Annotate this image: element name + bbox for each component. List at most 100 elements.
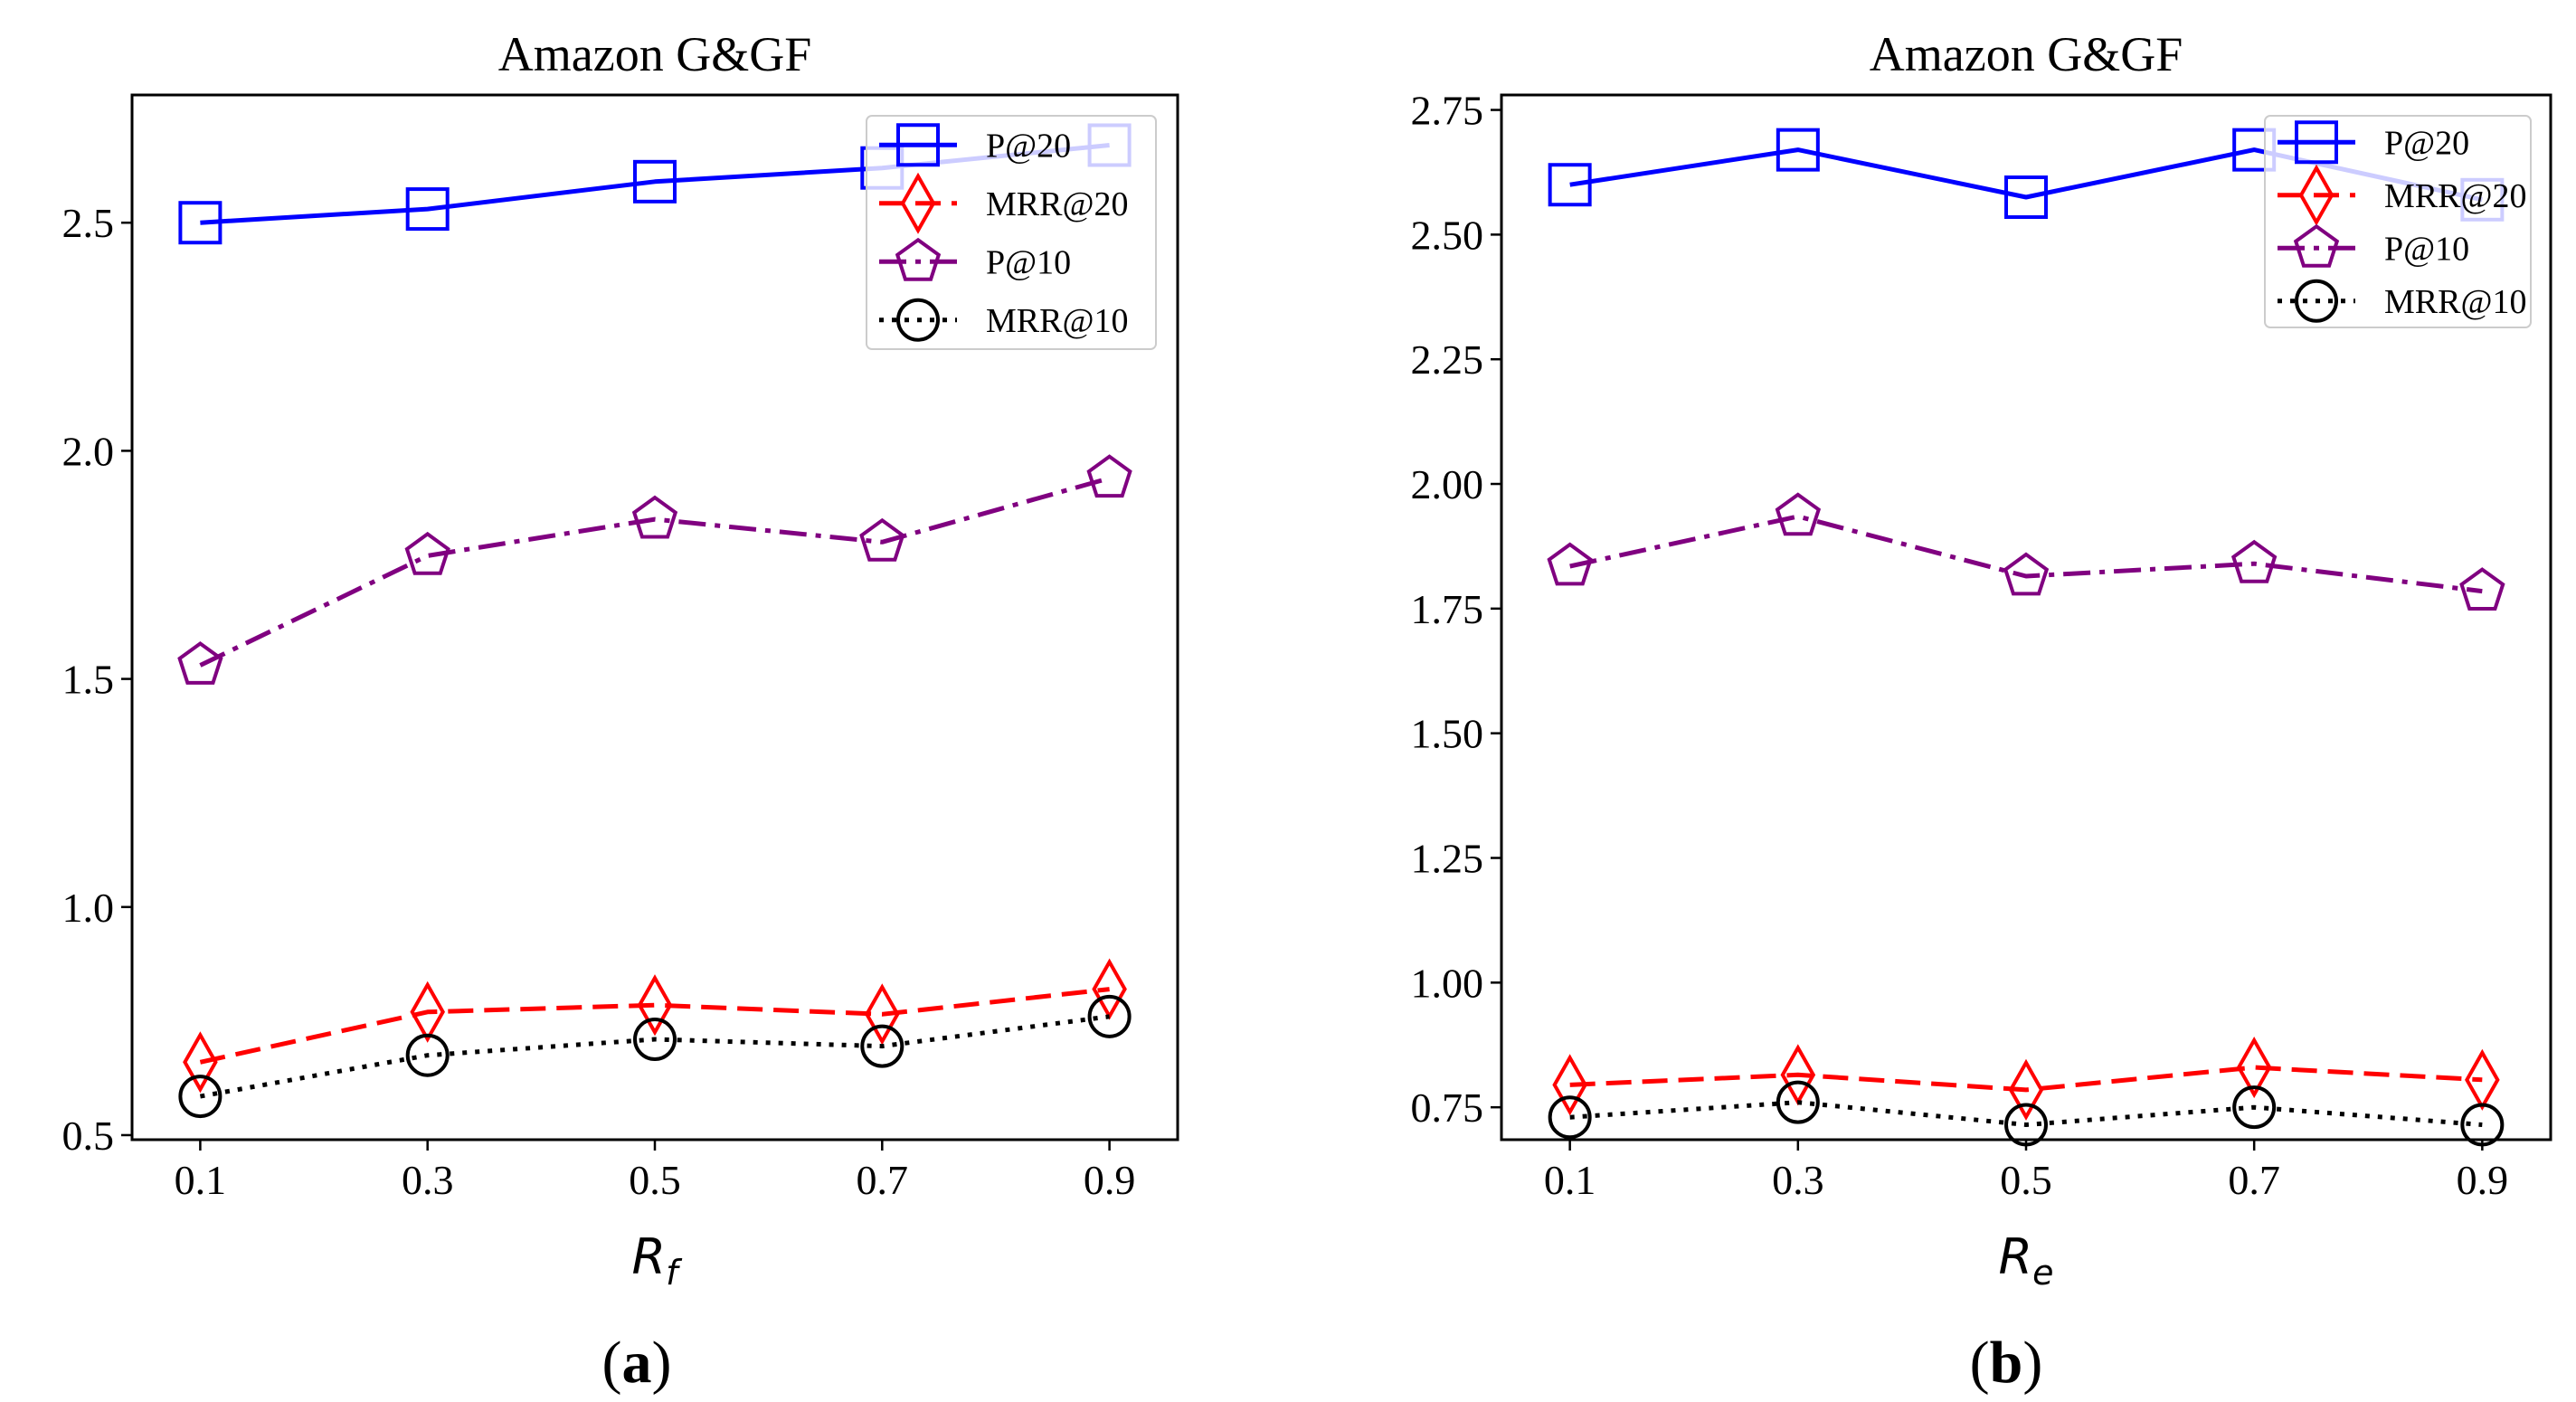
data-point-p-10 bbox=[1547, 542, 1593, 586]
legend-label-p-10: P@10 bbox=[2384, 230, 2469, 268]
data-point-mrr-10 bbox=[1548, 1095, 1592, 1140]
series-mrr-20 bbox=[183, 958, 1127, 1094]
legend: P@20 MRR@20 P@10 MRR@10 bbox=[2264, 115, 2532, 328]
data-point-mrr-20 bbox=[2465, 1048, 2500, 1111]
x-tick-label: 0.3 bbox=[402, 1157, 454, 1203]
y-tick-label: 2.25 bbox=[1411, 336, 1484, 383]
series-line-mrr-10 bbox=[1569, 1100, 2483, 1127]
x-tick-label: 0.5 bbox=[629, 1157, 681, 1203]
data-point-p-10 bbox=[177, 641, 223, 685]
chart-panel-b: Amazon G&GF 0.75 1.00 1.25 1.50 1.75 2.00 2.25 2… bbox=[1411, 27, 2552, 1396]
series-mrr-10 bbox=[1548, 1080, 2505, 1147]
data-point-mrr-10 bbox=[1776, 1080, 1820, 1124]
plot-frame bbox=[1500, 93, 2552, 1141]
series-p-10 bbox=[1547, 492, 2505, 611]
x-tick-label: 0.1 bbox=[1544, 1157, 1596, 1203]
y-tick-label: 0.5 bbox=[62, 1113, 115, 1159]
y-tick-label: 0.75 bbox=[1411, 1085, 1484, 1131]
series-line-mrr-10 bbox=[199, 1014, 1110, 1099]
series-p-10 bbox=[177, 454, 1132, 685]
panel-label-close: ) bbox=[652, 1330, 672, 1396]
data-point-mrr-10 bbox=[633, 1018, 677, 1062]
data-point-p-10 bbox=[859, 517, 905, 562]
data-point-p-20 bbox=[1776, 128, 1820, 172]
data-point-mrr-20 bbox=[183, 1031, 218, 1094]
data-point-mrr-20 bbox=[2236, 1037, 2272, 1099]
x-axis-label: Re bbox=[1999, 1228, 2054, 1293]
data-point-mrr-10 bbox=[405, 1033, 450, 1077]
legend-label-mrr-20: MRR@20 bbox=[986, 185, 1128, 223]
legend-box bbox=[2264, 115, 2532, 328]
data-point-p-10 bbox=[2003, 552, 2050, 596]
y-tick-label: 2.0 bbox=[62, 428, 115, 474]
legend-box bbox=[866, 115, 1157, 350]
y-tick-label: 2.5 bbox=[62, 200, 115, 246]
data-point-p-10 bbox=[1775, 492, 1822, 536]
data-point-mrr-10 bbox=[2004, 1103, 2048, 1147]
data-point-p-10 bbox=[1086, 454, 1132, 498]
x-tick-label: 0.7 bbox=[857, 1157, 909, 1203]
data-point-mrr-20 bbox=[637, 974, 673, 1037]
x-axis-label: Rf bbox=[632, 1228, 684, 1293]
chart-panel-a: Amazon G&GF 0.5 1.0 1.5 2.0 2.5 0.1 0.3 0.5 0.7 0.… bbox=[62, 27, 1179, 1396]
legend-marker-p-10 bbox=[2293, 223, 2340, 268]
data-point-p-10 bbox=[2230, 539, 2278, 583]
legend: P@20 MRR@20 P@10 MRR@10 bbox=[866, 115, 1157, 350]
data-point-mrr-10 bbox=[178, 1075, 223, 1119]
y-tick-label: 2.75 bbox=[1411, 88, 1484, 134]
x-tick-label: 0.1 bbox=[175, 1157, 227, 1203]
y-tick-label: 1.25 bbox=[1411, 836, 1484, 882]
panel-label-letter: a bbox=[622, 1330, 652, 1396]
panel-label-letter: b bbox=[1990, 1330, 2023, 1396]
legend-label-mrr-10: MRR@10 bbox=[986, 302, 1128, 340]
panel-label-close: ) bbox=[2022, 1330, 2042, 1396]
series-mrr-10 bbox=[178, 994, 1132, 1119]
data-point-mrr-10 bbox=[2460, 1103, 2505, 1147]
legend-marker-p-20 bbox=[2295, 120, 2338, 165]
y-tick-label: 1.00 bbox=[1411, 960, 1484, 1006]
legend-marker-mrr-10 bbox=[896, 298, 940, 342]
legend-label-p-20: P@20 bbox=[986, 127, 1071, 165]
data-point-mrr-10 bbox=[1087, 994, 1132, 1038]
x-axis-label-sub: e bbox=[2032, 1253, 2053, 1293]
plot-frame bbox=[130, 93, 1179, 1141]
x-axis-label-sub: f bbox=[666, 1253, 683, 1293]
data-point-mrr-20 bbox=[865, 983, 900, 1046]
panel-label: (b) bbox=[1970, 1330, 2043, 1396]
legend-marker-mrr-20 bbox=[2298, 164, 2334, 226]
x-tick-label: 0.5 bbox=[2000, 1157, 2052, 1203]
series-line-mrr-20 bbox=[199, 987, 1110, 1065]
data-point-mrr-20 bbox=[410, 980, 445, 1043]
data-point-p-10 bbox=[631, 495, 678, 539]
data-point-p-20 bbox=[1548, 163, 1592, 207]
y-tick-label: 2.50 bbox=[1411, 212, 1484, 258]
x-tick-label: 0.7 bbox=[2228, 1157, 2280, 1203]
data-point-p-20 bbox=[178, 201, 223, 245]
legend-label-mrr-20: MRR@20 bbox=[2384, 177, 2526, 215]
y-tick-label: 1.75 bbox=[1411, 586, 1484, 632]
data-point-p-20 bbox=[633, 159, 677, 204]
x-axis-label-main: R bbox=[1999, 1228, 2033, 1285]
y-tick-label: 2.00 bbox=[1411, 461, 1484, 507]
y-tick-label: 1.5 bbox=[62, 657, 115, 703]
legend-label-p-10: P@10 bbox=[986, 243, 1071, 281]
data-point-mrr-20 bbox=[1552, 1054, 1587, 1116]
legend-marker-mrr-10 bbox=[2295, 279, 2338, 323]
data-point-mrr-20 bbox=[2008, 1058, 2044, 1121]
x-axis-label-main: R bbox=[632, 1228, 667, 1285]
x-tick-label: 0.9 bbox=[2457, 1157, 2509, 1203]
panel-label: (a) bbox=[602, 1330, 672, 1396]
x-tick-label: 0.9 bbox=[1084, 1157, 1136, 1203]
legend-marker-p-20 bbox=[896, 123, 940, 167]
data-point-mrr-10 bbox=[2232, 1085, 2277, 1130]
data-point-mrr-10 bbox=[860, 1024, 904, 1068]
panel-label-open: ( bbox=[1970, 1330, 1990, 1396]
legend-marker-mrr-20 bbox=[900, 172, 936, 234]
chart-title: Amazon G&GF bbox=[1870, 27, 2183, 81]
series-line-p-10 bbox=[199, 476, 1111, 668]
legend-label-mrr-10: MRR@10 bbox=[2384, 283, 2526, 321]
chart-title: Amazon G&GF bbox=[498, 27, 811, 81]
legend-marker-p-10 bbox=[895, 237, 942, 281]
data-point-mrr-20 bbox=[1092, 958, 1127, 1020]
